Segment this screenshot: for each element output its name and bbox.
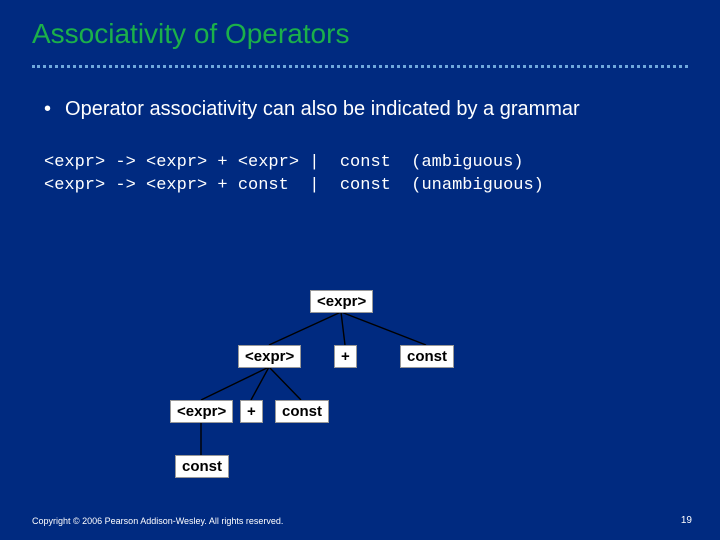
grammar-line-2: <expr> -> <expr> + const | const (unambi… — [44, 176, 544, 195]
tree-node: const — [175, 455, 229, 478]
bullet-marker: • — [44, 96, 51, 122]
bullet-item: • Operator associativity can also be ind… — [0, 68, 720, 122]
tree-node: const — [275, 400, 329, 423]
slide-title: Associativity of Operators — [0, 0, 720, 50]
tree-node: + — [334, 345, 357, 368]
tree-node: <expr> — [310, 290, 373, 313]
tree-node: <expr> — [238, 345, 301, 368]
copyright-footer: Copyright © 2006 Pearson Addison-Wesley.… — [32, 516, 283, 526]
tree-node: <expr> — [170, 400, 233, 423]
tree-node: const — [400, 345, 454, 368]
tree-node: + — [240, 400, 263, 423]
grammar-line-1: <expr> -> <expr> + <expr> | const (ambig… — [44, 153, 523, 172]
bullet-text: Operator associativity can also be indic… — [65, 96, 580, 122]
grammar-block: <expr> -> <expr> + <expr> | const (ambig… — [0, 122, 720, 198]
tree-edges — [0, 290, 720, 500]
parse-tree: <expr> <expr> + const <expr> + const const — [0, 290, 720, 500]
page-number: 19 — [681, 515, 692, 526]
